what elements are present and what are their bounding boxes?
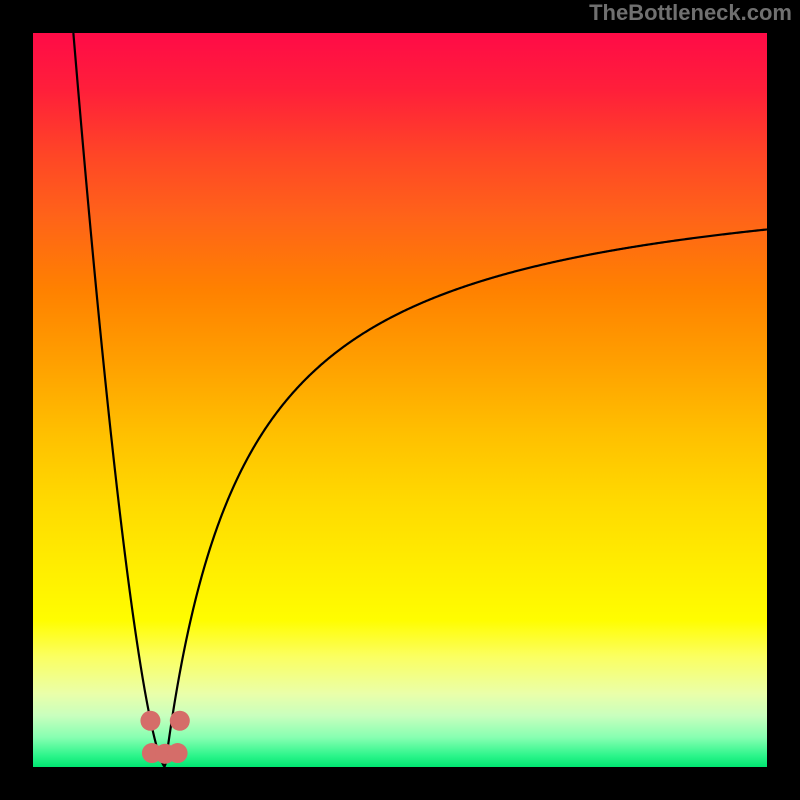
optimum-marker xyxy=(140,711,160,731)
optimum-marker xyxy=(170,711,190,731)
bottleneck-chart: TheBottleneck.com xyxy=(0,0,800,800)
gradient-background xyxy=(33,33,767,767)
chart-svg xyxy=(0,0,800,800)
watermark-text: TheBottleneck.com xyxy=(589,0,792,26)
optimum-marker xyxy=(168,743,188,763)
